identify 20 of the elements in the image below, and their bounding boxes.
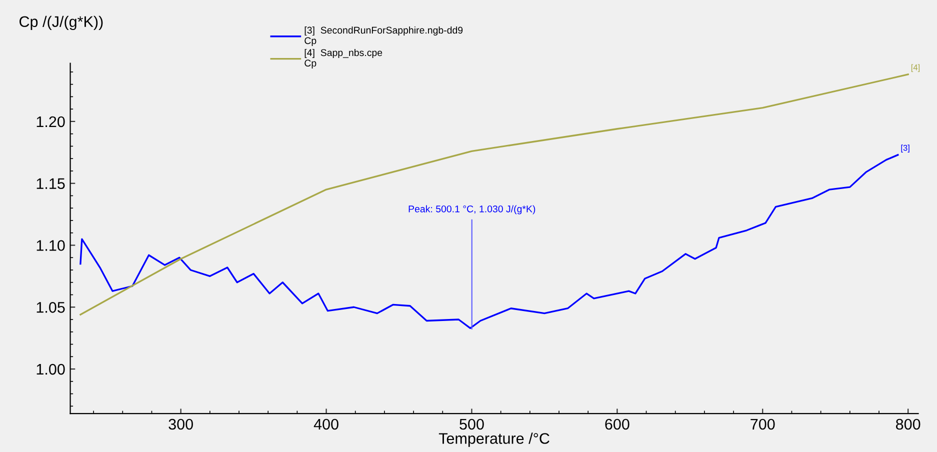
x-axis-title: Temperature /°C [438, 432, 550, 447]
x-tick-label: 800 [896, 418, 920, 430]
line-series [80, 154, 899, 330]
line-series [80, 74, 909, 316]
annotation: [4] [911, 64, 920, 72]
annotation: [3] [901, 144, 910, 152]
legend-label: [4] Sapp_nbs.cpe Cp [304, 48, 382, 68]
annotation: Peak: 500.1 °C, 1.030 J/(g*K) [408, 205, 536, 214]
x-tick-label: 600 [605, 418, 630, 430]
legend-label: [3] SecondRunForSapphire.ngb-dd9 Cp [304, 26, 463, 46]
y-tick-label: 1.20 [36, 116, 65, 128]
x-tick-label: 500 [460, 418, 484, 430]
x-tick-label: 400 [314, 418, 338, 430]
y-tick-label: 1.10 [36, 240, 65, 251]
y-axis-title: Cp /(J/(g*K)) [20, 16, 103, 30]
x-tick-label: 700 [750, 418, 775, 430]
y-tick-label: 1.00 [36, 364, 65, 375]
y-tick-label: 1.05 [36, 302, 65, 313]
y-tick-label: 1.15 [36, 178, 65, 190]
x-tick-label: 300 [168, 418, 193, 430]
